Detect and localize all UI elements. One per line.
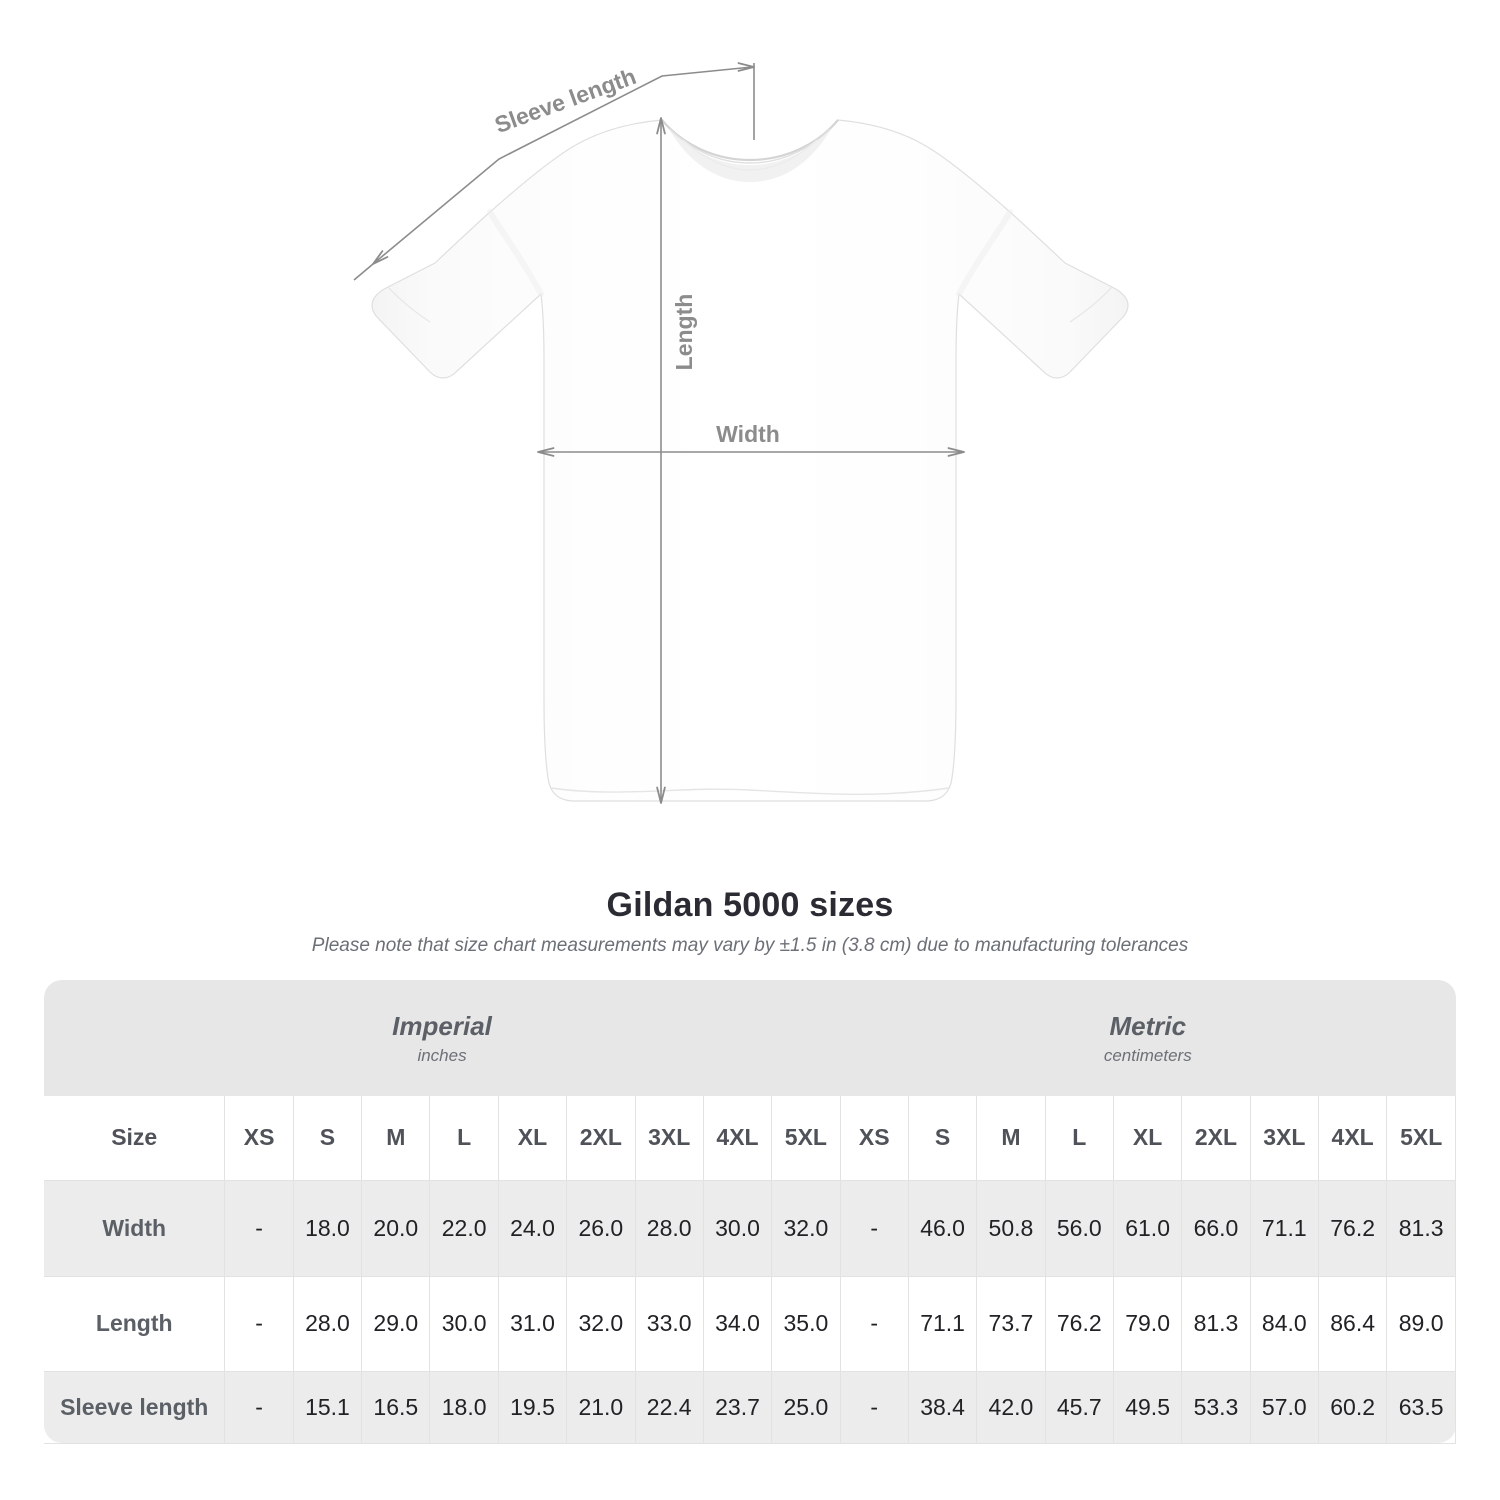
svg-text:Sleeve length: Sleeve length (491, 63, 639, 138)
svg-text:Length: Length (671, 294, 697, 371)
svg-text:Width: Width (716, 421, 780, 447)
